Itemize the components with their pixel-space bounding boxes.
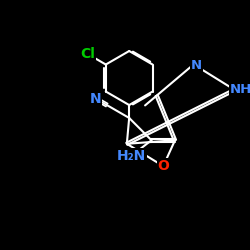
Text: H₂N: H₂N [117,148,146,162]
Text: NH: NH [230,83,250,96]
Text: O: O [157,159,169,173]
Text: N: N [191,59,202,72]
Text: N: N [90,92,102,106]
Text: Cl: Cl [81,47,96,61]
